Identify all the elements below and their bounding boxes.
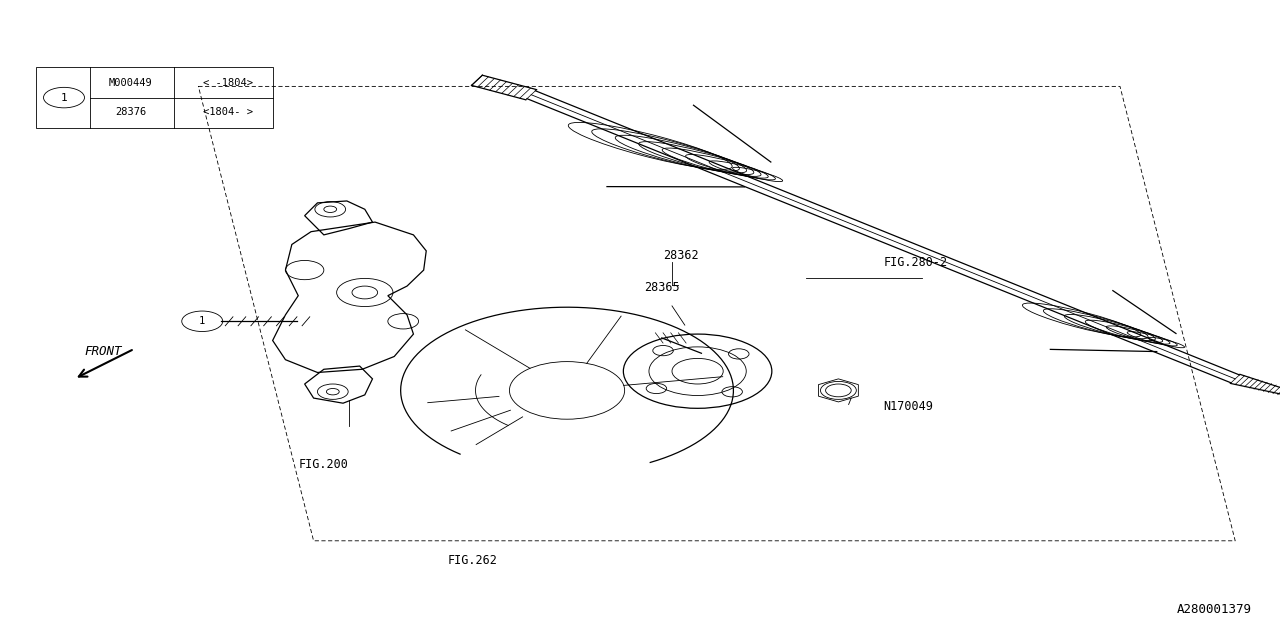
Bar (36, 67, 273, 128)
Text: 1: 1 (200, 316, 205, 326)
Text: <1804- >: <1804- > (202, 107, 253, 117)
Text: FIG.200: FIG.200 (298, 458, 348, 470)
Text: < -1804>: < -1804> (202, 78, 253, 88)
Text: N170049: N170049 (883, 400, 933, 413)
Text: A280001379: A280001379 (1176, 603, 1252, 616)
Text: FIG.280-2: FIG.280-2 (883, 256, 947, 269)
Text: FIG.262: FIG.262 (448, 554, 498, 566)
Text: 1: 1 (60, 93, 68, 102)
Text: FRONT: FRONT (84, 346, 122, 358)
Text: 28365: 28365 (644, 282, 680, 294)
Text: 28376: 28376 (115, 107, 146, 117)
Text: 28362: 28362 (663, 250, 699, 262)
Text: M000449: M000449 (109, 78, 152, 88)
